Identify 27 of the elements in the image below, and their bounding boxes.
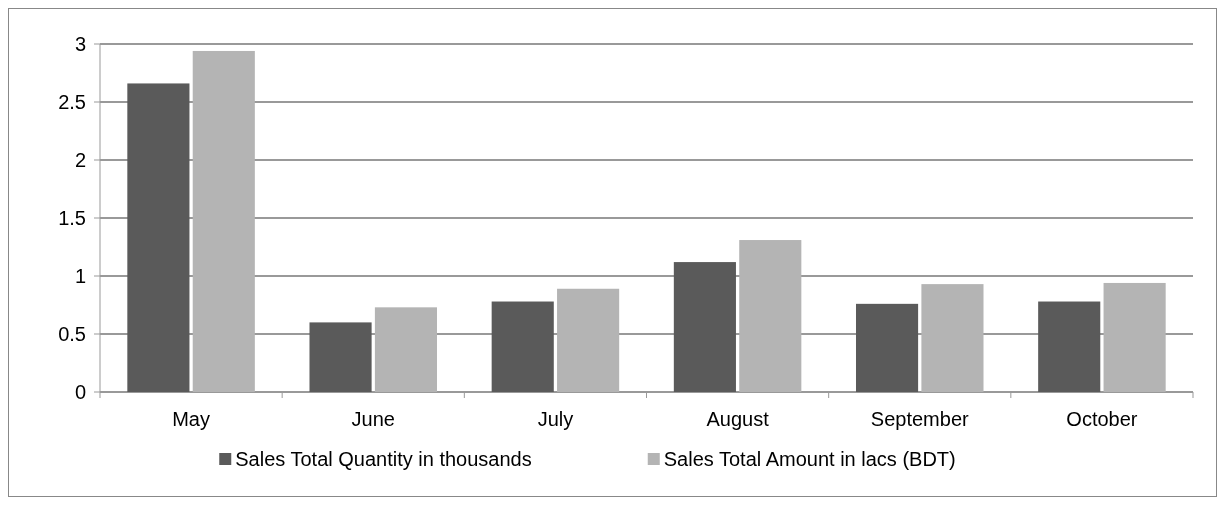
y-tick-label: 0.5	[58, 323, 86, 345]
y-tick-label: 1	[74, 265, 86, 287]
y-tick-label: 2	[74, 149, 86, 171]
bar	[127, 83, 190, 392]
bar	[673, 262, 736, 392]
bar	[921, 284, 984, 392]
y-tick-label: 0	[74, 381, 86, 403]
x-tick-label: October	[1066, 408, 1138, 430]
x-tick-label: August	[706, 408, 770, 430]
bar	[1103, 282, 1166, 392]
bar	[309, 322, 372, 392]
y-tick-label: 2.5	[58, 91, 86, 113]
bar	[491, 301, 554, 392]
bar	[855, 303, 919, 392]
bar	[739, 240, 802, 392]
bar	[1038, 301, 1101, 392]
bar	[374, 307, 438, 392]
legend-label: Sales Total Quantity in thousands	[235, 448, 532, 470]
x-tick-label: September	[870, 408, 969, 430]
bar	[557, 288, 620, 392]
bar	[192, 50, 255, 392]
y-tick-label: 3	[74, 33, 86, 55]
x-tick-label: June	[351, 408, 395, 430]
x-tick-label: July	[537, 408, 574, 430]
legend-label: Sales Total Amount in lacs (BDT)	[663, 448, 956, 470]
x-tick-label: May	[172, 408, 210, 430]
y-tick-label: 1.5	[58, 207, 86, 229]
